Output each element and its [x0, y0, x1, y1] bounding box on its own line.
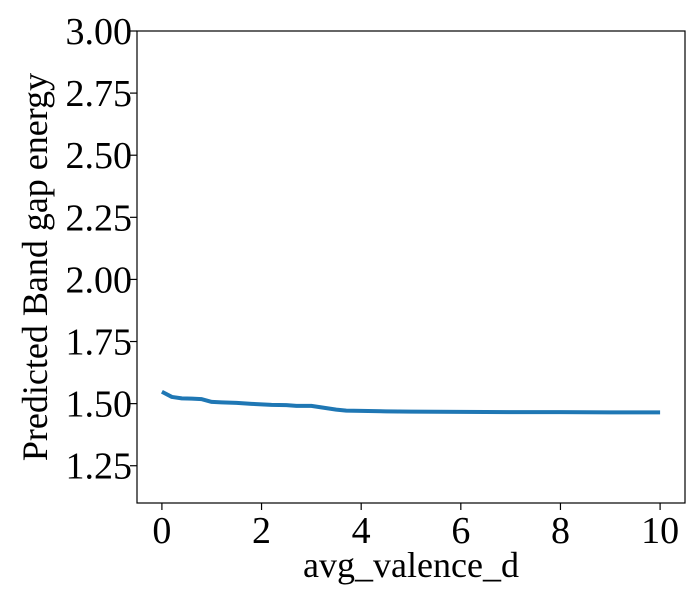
y-tick-label: 1.25: [66, 446, 133, 488]
series-group: [160, 389, 661, 415]
series-line: [160, 389, 661, 415]
y-axis-label: Predicted Band gap energy: [15, 73, 55, 461]
y-tick-label: 1.75: [66, 322, 133, 364]
y-tick-label: 3.00: [66, 11, 133, 53]
x-tick-label: 2: [252, 510, 271, 552]
x-tick-label: 0: [152, 510, 171, 552]
x-tick-label: 8: [551, 510, 570, 552]
y-tick-label: 1.50: [66, 384, 133, 426]
y-tick-label: 2.25: [66, 197, 133, 239]
y-tick-label: 2.75: [66, 73, 133, 115]
y-tick-label: 2.00: [66, 259, 133, 301]
y-tick-label: 2.50: [66, 135, 133, 177]
y-axis: 1.25 1.50 1.75 2.00 2.25 2.50 2.75 3.00: [66, 11, 137, 488]
x-tick-label: 4: [352, 510, 371, 552]
x-axis: 0 2 4 6 8 10: [152, 503, 679, 552]
plot-area: [136, 30, 686, 504]
x-tick-label: 6: [451, 510, 470, 552]
x-tick-label: 10: [641, 510, 679, 552]
x-axis-label: avg_valence_d: [303, 545, 519, 585]
